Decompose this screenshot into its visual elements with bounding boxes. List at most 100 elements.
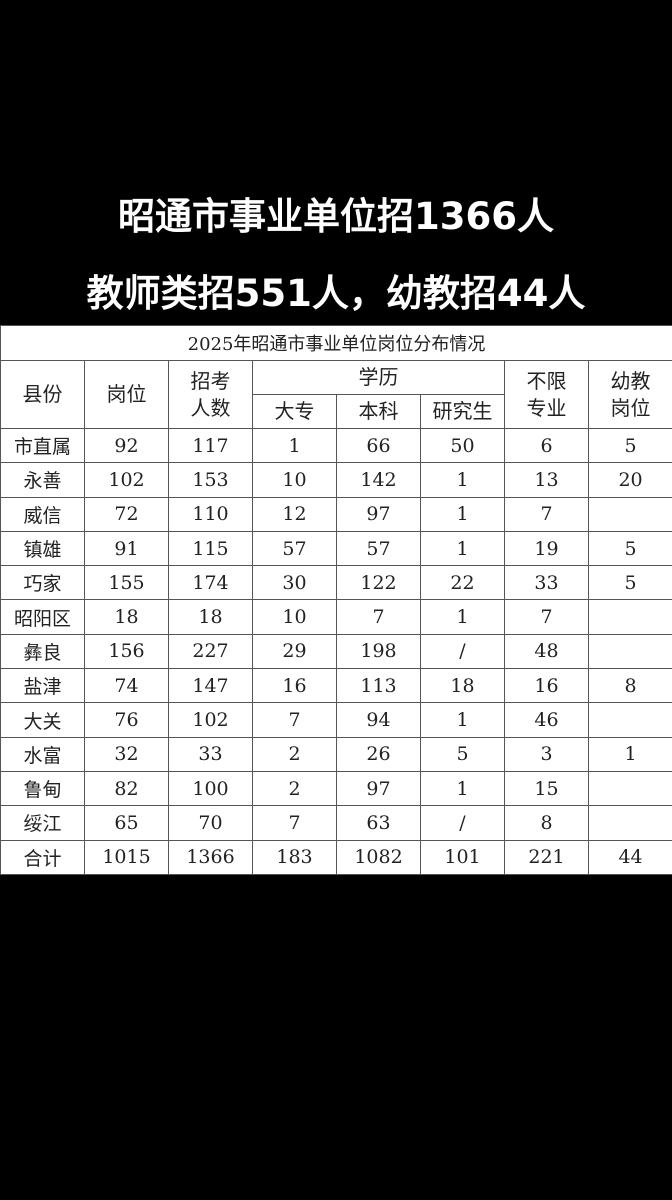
header-education: 学历 bbox=[252, 360, 505, 395]
cell-bachelor: 57 bbox=[336, 530, 421, 567]
cell-college: 7 bbox=[252, 805, 337, 841]
cell-graduate: 1 bbox=[420, 496, 505, 532]
cell-graduate: 50 bbox=[420, 427, 505, 464]
cell-unrestricted: 19 bbox=[504, 530, 589, 567]
cell-bachelor: 122 bbox=[336, 565, 421, 601]
cell-graduate: 101 bbox=[420, 839, 505, 875]
cell-recruits: 174 bbox=[168, 565, 253, 601]
cell-college: 1 bbox=[252, 427, 337, 464]
cell-college: 2 bbox=[252, 736, 337, 772]
recruitment-table: 2025年昭通市事业单位岗位分布情况 县份 岗位 招考人数 学历 不限专业 幼教… bbox=[0, 325, 672, 875]
cell-unrestricted: 221 bbox=[504, 839, 589, 875]
cell-posts: 76 bbox=[84, 702, 169, 738]
cell-county: 彝良 bbox=[0, 633, 85, 670]
cell-county: 合计 bbox=[0, 839, 85, 875]
cell-posts: 102 bbox=[84, 462, 169, 498]
cell-college: 10 bbox=[252, 599, 337, 635]
cell-bachelor: 66 bbox=[336, 427, 421, 464]
cell-graduate: 1 bbox=[420, 530, 505, 567]
cell-recruits: 33 bbox=[168, 736, 253, 772]
cell-preschool: 5 bbox=[587, 565, 672, 601]
header-bachelor: 本科 bbox=[336, 394, 421, 429]
cell-recruits: 147 bbox=[168, 668, 253, 704]
cell-recruits: 110 bbox=[168, 496, 253, 532]
cell-bachelor: 97 bbox=[336, 770, 421, 807]
cell-bachelor: 198 bbox=[336, 633, 421, 670]
cell-unrestricted: 46 bbox=[504, 702, 589, 738]
cell-preschool bbox=[587, 770, 672, 807]
headline-line-2: 教师类招551人，幼教招44人 bbox=[86, 272, 586, 315]
cell-graduate: 18 bbox=[420, 668, 505, 704]
cell-county: 昭阳区 bbox=[0, 599, 85, 635]
total-row: 合计 1015 1366 183 1082 101 221 44 bbox=[0, 839, 672, 875]
table-row: 盐津 74 147 16 113 18 16 8 bbox=[0, 668, 672, 704]
table-row: 鲁甸 82 100 2 97 1 15 bbox=[0, 770, 672, 807]
cell-college: 29 bbox=[252, 633, 337, 670]
cell-posts: 156 bbox=[84, 633, 169, 670]
table-title: 2025年昭通市事业单位岗位分布情况 bbox=[0, 325, 672, 361]
cell-college: 183 bbox=[252, 839, 337, 875]
cell-bachelor: 97 bbox=[336, 496, 421, 532]
cell-preschool: 20 bbox=[587, 462, 672, 498]
cell-preschool bbox=[587, 599, 672, 635]
table-row: 水富 32 33 2 26 5 3 1 bbox=[0, 736, 672, 772]
cell-unrestricted: 16 bbox=[504, 668, 589, 704]
header-county: 县份 bbox=[0, 360, 85, 429]
cell-graduate: 22 bbox=[420, 565, 505, 601]
cell-college: 10 bbox=[252, 462, 337, 498]
cell-recruits: 153 bbox=[168, 462, 253, 498]
cell-preschool: 8 bbox=[587, 668, 672, 704]
cell-county: 盐津 bbox=[0, 668, 85, 704]
cell-preschool bbox=[587, 702, 672, 738]
cell-unrestricted: 7 bbox=[504, 599, 589, 635]
cell-county: 威信 bbox=[0, 496, 85, 532]
cell-posts: 92 bbox=[84, 427, 169, 464]
cell-recruits: 115 bbox=[168, 530, 253, 567]
cell-county: 巧家 bbox=[0, 565, 85, 601]
cell-graduate: 5 bbox=[420, 736, 505, 772]
table-row: 昭阳区 18 18 10 7 1 7 bbox=[0, 599, 672, 635]
cell-recruits: 102 bbox=[168, 702, 253, 738]
cell-unrestricted: 3 bbox=[504, 736, 589, 772]
cell-recruits: 18 bbox=[168, 599, 253, 635]
cell-unrestricted: 15 bbox=[504, 770, 589, 807]
header-posts: 岗位 bbox=[84, 360, 169, 429]
cell-county: 镇雄 bbox=[0, 530, 85, 567]
table-row: 永善 102 153 10 142 1 13 20 bbox=[0, 462, 672, 498]
cell-county: 鲁甸 bbox=[0, 770, 85, 807]
cell-county: 大关 bbox=[0, 702, 85, 738]
table-row: 彝良 156 227 29 198/48 bbox=[0, 633, 672, 670]
cell-bachelor: 1082 bbox=[336, 839, 421, 875]
header-college: 大专 bbox=[252, 394, 337, 429]
cell-bachelor: 7 bbox=[336, 599, 421, 635]
cell-county: 绥江 bbox=[0, 805, 85, 841]
cell-recruits: 100 bbox=[168, 770, 253, 807]
cell-unrestricted: 13 bbox=[504, 462, 589, 498]
cell-unrestricted: 33 bbox=[504, 565, 589, 601]
cell-county: 市直属 bbox=[0, 427, 85, 464]
table-row: 大关 76 102 7 94 1 46 bbox=[0, 702, 672, 738]
cell-bachelor: 94 bbox=[336, 702, 421, 738]
cell-posts: 32 bbox=[84, 736, 169, 772]
cell-posts: 18 bbox=[84, 599, 169, 635]
cell-graduate: / bbox=[420, 805, 505, 841]
cell-graduate: 1 bbox=[420, 702, 505, 738]
cell-recruits: 70 bbox=[168, 805, 253, 841]
header-recruits: 招考人数 bbox=[168, 360, 253, 429]
table-row: 镇雄 91 115 57 57 1 19 5 bbox=[0, 530, 672, 567]
cell-unrestricted: 8 bbox=[504, 805, 589, 841]
cell-preschool: 5 bbox=[587, 427, 672, 464]
cell-unrestricted: 48 bbox=[504, 633, 589, 670]
cell-posts: 1015 bbox=[84, 839, 169, 875]
cell-unrestricted: 6 bbox=[504, 427, 589, 464]
cell-college: 16 bbox=[252, 668, 337, 704]
cell-posts: 74 bbox=[84, 668, 169, 704]
cell-preschool bbox=[587, 496, 672, 532]
cell-posts: 82 bbox=[84, 770, 169, 807]
cell-posts: 155 bbox=[84, 565, 169, 601]
cell-college: 57 bbox=[252, 530, 337, 567]
cell-recruits: 117 bbox=[168, 427, 253, 464]
cell-preschool: 44 bbox=[587, 839, 672, 875]
cell-recruits: 1366 bbox=[168, 839, 253, 875]
cell-graduate: 1 bbox=[420, 462, 505, 498]
